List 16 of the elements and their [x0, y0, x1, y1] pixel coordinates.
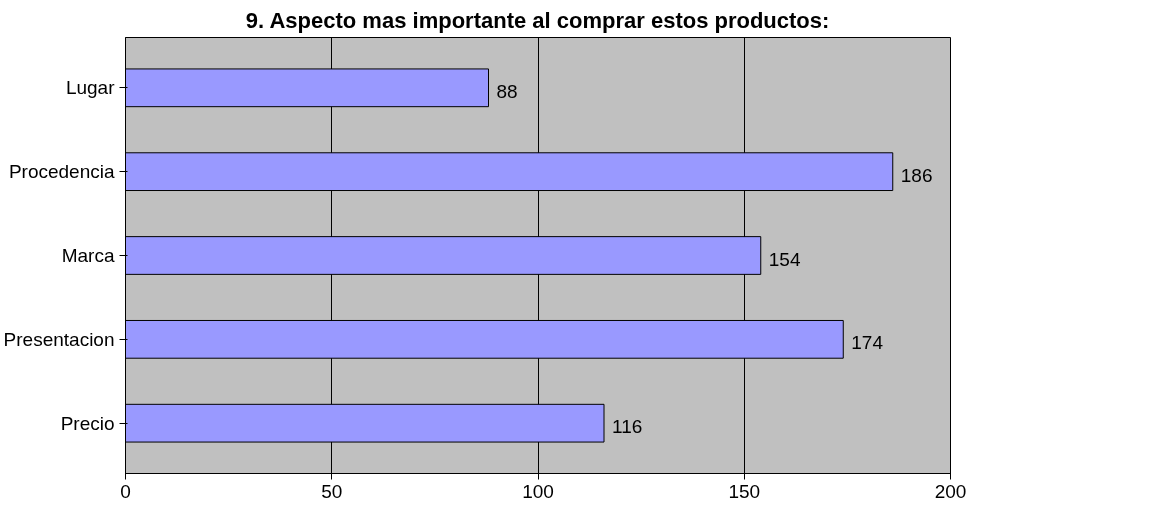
data-label: 174: [851, 332, 884, 354]
x-tick-label: 200: [934, 480, 967, 502]
data-label: 116: [612, 416, 643, 438]
data-label: 88: [496, 80, 518, 102]
y-tick-label: Lugar: [65, 77, 116, 99]
data-label: 154: [768, 248, 801, 270]
x-tick-label: 150: [728, 480, 761, 502]
x-tick-label: 0: [120, 480, 131, 502]
data-label: 186: [900, 164, 933, 186]
x-tick-label: 100: [522, 480, 554, 502]
y-tick-label: Presentacion: [3, 328, 115, 350]
y-tick-label: Marca: [61, 245, 115, 266]
y-tick-label: Precio: [60, 412, 115, 434]
y-tick-label: Procedencia: [8, 161, 115, 183]
chart-title: 9. Aspecto mas importante al comprar estos productos:: [245, 7, 830, 33]
x-tick-label: 50: [321, 480, 343, 502]
